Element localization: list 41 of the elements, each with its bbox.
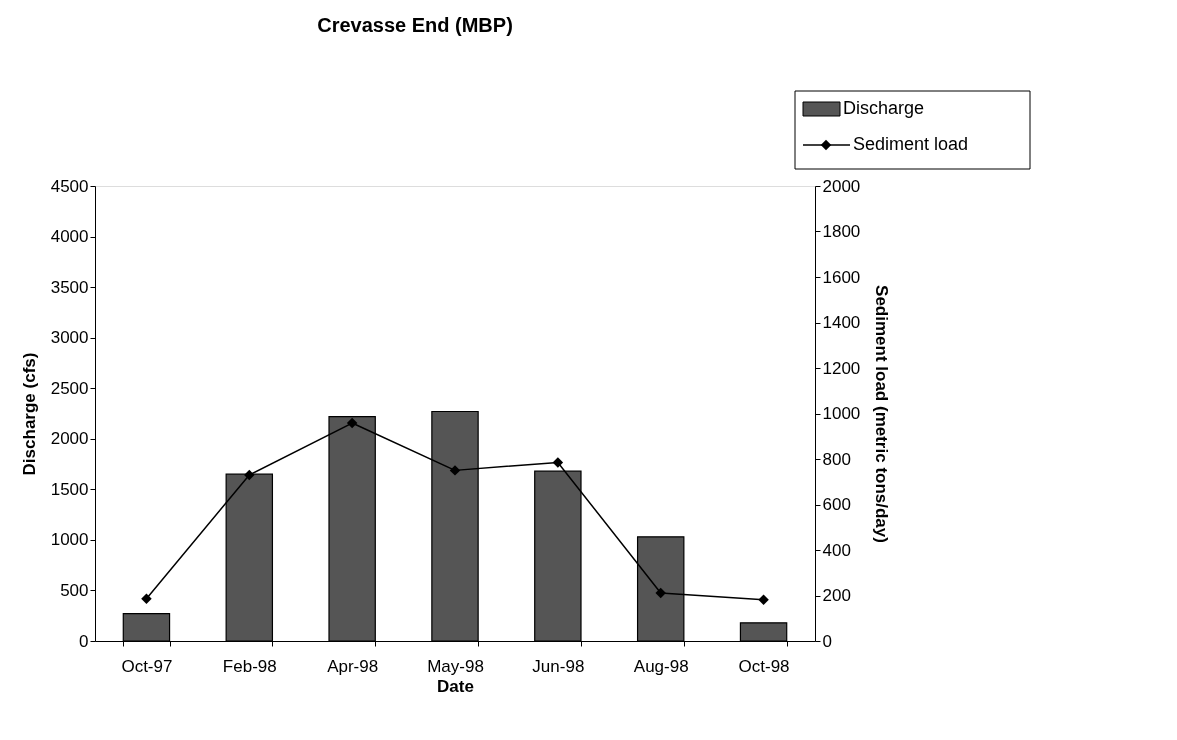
y2-tick-label: 600 (822, 495, 851, 514)
y-tick-label: 4000 (50, 227, 89, 247)
point (552, 457, 564, 468)
point (346, 417, 358, 429)
y2-tick-label: 1000 (822, 404, 861, 423)
y2-tick-label: 1200 (822, 358, 861, 378)
y2-axis-title: Sediment load (metric tons/day) (872, 285, 892, 543)
y-tick-label: 2000 (50, 429, 89, 449)
point (655, 587, 666, 599)
y-axis-title: Discharge (cfs) (19, 352, 39, 476)
chart-title: Crevasse End (MBP) (317, 13, 513, 36)
y2-tick-label: 400 (822, 540, 851, 560)
y2-tick-label: 1600 (822, 267, 861, 287)
y2-tick-label: 800 (822, 449, 851, 469)
x-tick-label: Feb-98 (222, 656, 277, 676)
y-tick-label: 2500 (50, 378, 89, 398)
y2-tick-label: 2000 (822, 176, 861, 196)
point (141, 593, 152, 604)
x-tick-label: Apr-98 (327, 656, 379, 676)
legend-label: Sediment load (853, 134, 969, 154)
y-tick-label: 1500 (50, 479, 89, 499)
y-tick-label: 3500 (50, 277, 89, 297)
y-tick-label: 500 (60, 580, 89, 600)
x-tick-label: Oct-98 (738, 656, 790, 676)
y-tick-label: 1000 (50, 530, 89, 550)
x-tick-label: May-98 (427, 656, 484, 676)
x-axis-title: Date (437, 676, 474, 696)
y-tick-label: 0 (79, 631, 89, 651)
point (758, 594, 769, 606)
y-tick-label: 4500 (50, 176, 89, 196)
y2-tick-label: 1800 (822, 222, 861, 241)
x-tick-label: Aug-98 (633, 656, 689, 676)
y2-tick-label: 200 (822, 586, 851, 605)
x-tick-label: Jun-98 (532, 656, 585, 676)
x-tick-label: Oct-97 (121, 656, 173, 676)
point (244, 469, 255, 481)
point (449, 465, 461, 476)
y-tick-label: 3000 (50, 328, 89, 348)
legend-label: Discharge (843, 98, 925, 118)
y2-tick-label: 0 (822, 631, 832, 651)
y2-tick-label: 1400 (822, 313, 861, 332)
